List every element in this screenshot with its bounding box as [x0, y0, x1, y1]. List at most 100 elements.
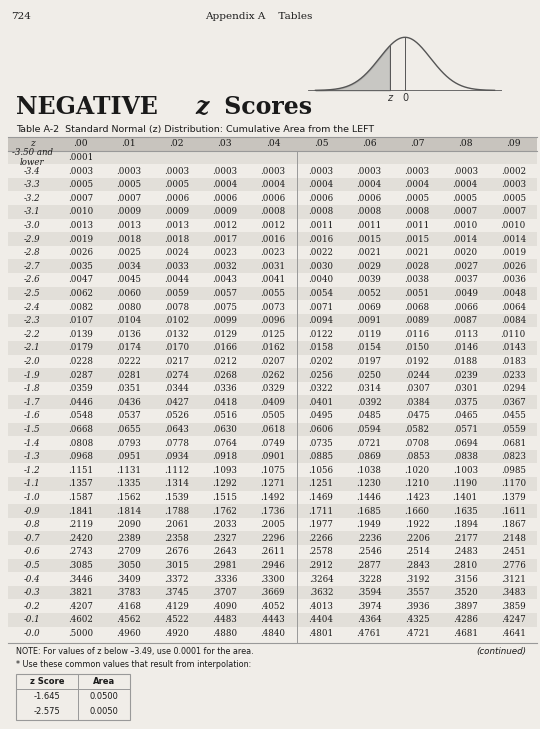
Text: .1003: .1003: [453, 466, 478, 475]
Bar: [8, 504, 537, 518]
Text: .0007: .0007: [501, 207, 526, 217]
Text: .1788: .1788: [164, 507, 190, 515]
Text: .0006: .0006: [260, 194, 286, 203]
Text: .0035: .0035: [68, 262, 93, 270]
Text: .0025: .0025: [116, 248, 141, 257]
Text: .07: .07: [410, 139, 424, 149]
Text: -0.9: -0.9: [24, 507, 40, 515]
Text: .3783: .3783: [117, 588, 141, 597]
Text: .0455: .0455: [501, 411, 526, 421]
Text: .0274: .0274: [164, 370, 190, 380]
Text: -2.3: -2.3: [24, 316, 40, 325]
Text: .0004: .0004: [212, 180, 238, 189]
Text: -3.3: -3.3: [24, 180, 40, 189]
Text: .1867: .1867: [501, 521, 526, 529]
Text: .1685: .1685: [356, 507, 382, 515]
Text: .4052: .4052: [260, 601, 286, 611]
Text: .0174: .0174: [116, 343, 141, 352]
Text: .0027: .0027: [453, 262, 478, 270]
Text: -3.2: -3.2: [24, 194, 40, 203]
Text: .0009: .0009: [164, 207, 190, 217]
Text: .01: .01: [122, 139, 136, 149]
Text: .1660: .1660: [404, 507, 430, 515]
Text: .0336: .0336: [213, 384, 237, 393]
Bar: [8, 613, 537, 627]
Text: .4013: .4013: [308, 601, 334, 611]
Text: .3974: .3974: [357, 601, 381, 611]
Text: .4404: .4404: [308, 615, 334, 624]
Text: .3015: .3015: [164, 561, 190, 570]
Text: .0281: .0281: [116, 370, 141, 380]
Text: .0571: .0571: [453, 425, 478, 434]
Text: .0028: .0028: [404, 262, 430, 270]
Text: .0838: .0838: [453, 452, 478, 461]
Text: .2451: .2451: [501, 547, 526, 556]
Text: .0951: .0951: [116, 452, 141, 461]
Text: .0029: .0029: [356, 262, 382, 270]
Text: .2676: .2676: [165, 547, 189, 556]
Text: -2.1: -2.1: [24, 343, 40, 352]
Text: .0918: .0918: [212, 452, 238, 461]
Text: .2236: .2236: [357, 534, 381, 543]
Text: .0968: .0968: [68, 452, 93, 461]
Text: .0217: .0217: [164, 357, 190, 366]
Text: .0116: .0116: [404, 330, 430, 339]
Text: .0113: .0113: [453, 330, 478, 339]
Text: .0039: .0039: [356, 276, 382, 284]
Text: .1112: .1112: [164, 466, 190, 475]
Text: .4443: .4443: [261, 615, 285, 624]
Text: .1711: .1711: [308, 507, 334, 515]
Text: .0250: .0250: [356, 370, 382, 380]
Text: .0262: .0262: [260, 370, 286, 380]
Text: .4602: .4602: [68, 615, 93, 624]
Text: .0005: .0005: [116, 180, 141, 189]
Text: .0012: .0012: [212, 221, 238, 230]
Text: .0012: .0012: [260, 221, 286, 230]
Text: -2.5: -2.5: [24, 289, 40, 298]
Text: .0001: .0001: [68, 153, 93, 162]
Text: .0010: .0010: [68, 207, 93, 217]
Text: 0.0500: 0.0500: [90, 692, 118, 701]
Text: .0192: .0192: [404, 357, 430, 366]
Text: .2810: .2810: [453, 561, 478, 570]
Text: .0073: .0073: [260, 303, 286, 311]
Text: .0516: .0516: [212, 411, 238, 421]
Text: .0049: .0049: [453, 289, 478, 298]
Text: .0044: .0044: [164, 276, 190, 284]
Text: .09: .09: [506, 139, 521, 149]
Text: .0008: .0008: [404, 207, 430, 217]
Text: .3632: .3632: [309, 588, 333, 597]
Bar: [8, 233, 537, 246]
Text: .00: .00: [73, 139, 88, 149]
Text: .4483: .4483: [213, 615, 237, 624]
Text: NEGATIVE: NEGATIVE: [16, 95, 166, 119]
Text: .0183: .0183: [501, 357, 526, 366]
Text: .3821: .3821: [68, 588, 93, 597]
Bar: [8, 260, 537, 273]
Text: .0823: .0823: [501, 452, 526, 461]
Text: .0212: .0212: [212, 357, 238, 366]
Text: .0051: .0051: [404, 289, 430, 298]
Text: .0094: .0094: [308, 316, 334, 325]
Text: .1949: .1949: [356, 521, 382, 529]
Text: .0003: .0003: [68, 166, 93, 176]
Text: .0107: .0107: [68, 316, 93, 325]
Text: .0037: .0037: [453, 276, 478, 284]
Text: .1357: .1357: [69, 480, 93, 488]
Text: .0132: .0132: [164, 330, 190, 339]
Text: .0694: .0694: [453, 439, 478, 448]
Text: -1.1: -1.1: [24, 480, 40, 488]
Text: 724: 724: [11, 12, 31, 21]
Text: .0287: .0287: [68, 370, 93, 380]
Text: .4920: .4920: [164, 629, 190, 638]
Text: NOTE: For values of z below –3.49, use 0.0001 for the area.: NOTE: For values of z below –3.49, use 0…: [16, 647, 254, 656]
Text: .0002: .0002: [501, 166, 526, 176]
Text: -1.2: -1.2: [24, 466, 40, 475]
Text: .0655: .0655: [116, 425, 141, 434]
Text: -1.3: -1.3: [24, 452, 40, 461]
Text: -1.6: -1.6: [24, 411, 40, 421]
Text: .0314: .0314: [356, 384, 382, 393]
Text: .1170: .1170: [501, 480, 526, 488]
Text: -3.4: -3.4: [24, 166, 40, 176]
Text: .0143: .0143: [501, 343, 526, 352]
